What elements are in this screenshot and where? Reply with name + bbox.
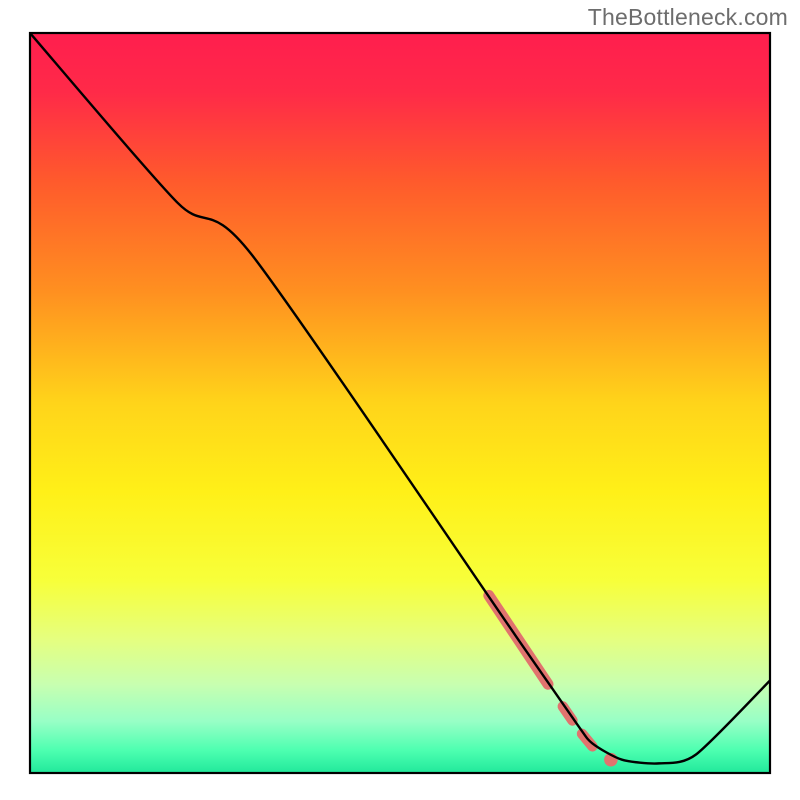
chart-svg	[0, 0, 800, 800]
bottleneck-chart: TheBottleneck.com	[0, 0, 800, 800]
watermark-text: TheBottleneck.com	[588, 4, 788, 31]
plot-background	[30, 33, 770, 773]
